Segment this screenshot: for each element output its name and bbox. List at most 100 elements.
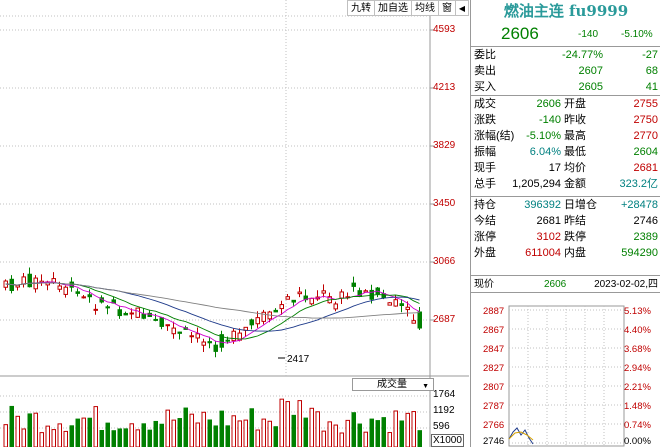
candle-body xyxy=(57,285,62,290)
candle-body xyxy=(387,302,392,306)
volume-bar xyxy=(405,412,410,447)
row-label: 涨跌 xyxy=(474,114,496,126)
row-value: 2681 xyxy=(633,162,658,174)
candle-body xyxy=(273,309,278,313)
candle-body xyxy=(393,299,398,307)
candle-body xyxy=(339,291,344,299)
window-button[interactable]: 窗 xyxy=(438,0,455,16)
stat-row: 成交 2606 开盘 2755 xyxy=(471,96,660,112)
candle-body xyxy=(279,304,284,310)
kline-chart[interactable]: 2417 xyxy=(0,0,469,390)
row-label: 开盘 xyxy=(564,98,586,110)
candle-body xyxy=(171,327,176,335)
price-axis-label: 3829 xyxy=(433,140,456,151)
stat-row: 今结 2681 昨结 2746 xyxy=(471,213,660,229)
candle-body xyxy=(291,299,296,303)
price-axis-label: 4213 xyxy=(433,82,456,93)
candle-body xyxy=(219,334,224,348)
intraday-pct-label: 2.94% xyxy=(624,363,651,374)
candle-body xyxy=(165,324,170,327)
candle-body xyxy=(135,307,140,318)
volume-bar xyxy=(183,407,188,447)
position-stats: 持仓 396392 日增仓 +28478 今结 2681 昨结 2746 涨停 … xyxy=(471,196,660,261)
volume-bar xyxy=(45,425,50,447)
volume-bar xyxy=(99,429,104,447)
current-price-value: 2606 xyxy=(544,279,567,290)
row-label: 涨停 xyxy=(474,231,496,243)
candle-body xyxy=(177,331,182,334)
row-label: 昨结 xyxy=(564,215,586,227)
candle-body xyxy=(123,312,128,316)
volume-bar xyxy=(123,428,128,447)
chevron-down-icon: ▼ xyxy=(422,383,429,390)
intraday-price-label: 2847 xyxy=(483,344,505,355)
volume-bar xyxy=(309,407,314,447)
jiuzhuan-button[interactable]: 九转 xyxy=(347,0,374,16)
ask-row: 卖出 2607 68 xyxy=(471,63,660,79)
volume-bar xyxy=(57,423,62,447)
candle-body xyxy=(285,296,290,300)
last-price: 2606 xyxy=(501,24,539,43)
intraday-chart[interactable] xyxy=(471,304,660,447)
last-price-row: 2606 -140 -5.10% xyxy=(471,22,660,46)
intraday-pct-label: 4.40% xyxy=(624,325,651,336)
volume-bar xyxy=(189,413,194,447)
volume-bar xyxy=(279,398,284,447)
volume-bar xyxy=(363,431,368,447)
row-label: 最低 xyxy=(564,146,586,158)
candle-body xyxy=(297,291,302,295)
row-value: 2750 xyxy=(633,114,658,126)
row-value: 396392 xyxy=(524,199,561,211)
moving-average-button[interactable]: 均线 xyxy=(411,0,438,16)
volume-bar xyxy=(9,405,14,447)
bid-row: 买入 2605 41 xyxy=(471,79,660,95)
row-value: 41 xyxy=(645,81,658,93)
volume-bar xyxy=(267,420,272,447)
chart-toolbar: 九转 加自选 均线 窗 ◀ xyxy=(347,0,469,16)
volume-bar xyxy=(87,417,92,447)
candle-body xyxy=(201,341,206,346)
candle-body xyxy=(153,318,158,321)
candle-body xyxy=(321,290,326,294)
intraday-pct-label: 2.21% xyxy=(624,382,651,393)
order-book: 委比 -24.77% -27 卖出 2607 68 买入 2605 41 xyxy=(471,46,660,95)
stat-row: 振幅 6.04% 最低 2604 xyxy=(471,144,660,160)
price-axis-label: 2687 xyxy=(433,314,456,325)
volume-bar xyxy=(393,410,398,447)
row-label: 今结 xyxy=(474,215,496,227)
intraday-pct-label: 3.68% xyxy=(624,344,651,355)
volume-bar xyxy=(417,430,422,447)
volume-bar xyxy=(255,429,260,447)
volume-chart[interactable] xyxy=(0,390,469,447)
indicator-selector[interactable]: 成交量 ▼ xyxy=(352,378,434,391)
collapse-arrow-icon[interactable]: ◀ xyxy=(455,0,469,16)
intraday-pct-label: 5.13% xyxy=(624,306,651,317)
row-value: 2746 xyxy=(633,215,658,227)
row-label: 涨幅(结) xyxy=(474,130,515,142)
volume-bar xyxy=(93,406,98,447)
add-watchlist-button[interactable]: 加自选 xyxy=(374,0,411,16)
price-change-percent: -5.10% xyxy=(621,29,653,40)
row-value: -24.77% xyxy=(562,49,603,61)
volume-bar xyxy=(285,401,290,447)
volume-bar xyxy=(243,419,248,447)
stat-row: 总手 1,205,294 金额 323.2亿 xyxy=(471,176,660,192)
candle-body xyxy=(159,317,164,327)
candle-body xyxy=(81,296,86,299)
row-value: 611004 xyxy=(525,247,561,259)
candle-body xyxy=(207,341,212,344)
volume-bar xyxy=(291,414,296,447)
row-label: 委比 xyxy=(474,49,496,61)
candle-body xyxy=(249,319,254,326)
row-value: 2605 xyxy=(578,81,603,93)
volume-axis-label: 1192 xyxy=(433,405,455,416)
volume-bar xyxy=(261,418,266,447)
row-label: 现手 xyxy=(474,162,496,174)
stat-row: 涨跌 -140 昨收 2750 xyxy=(471,112,660,128)
ma40-line xyxy=(5,282,420,319)
candle-body xyxy=(261,311,266,322)
price-axis-label: 4593 xyxy=(433,24,456,35)
kline-chart-area[interactable]: 2417 九转 加自选 均线 窗 ◀ 4593 4213 3829 3450 3… xyxy=(0,0,469,447)
row-value: 2389 xyxy=(633,231,658,243)
row-value: 68 xyxy=(645,65,658,77)
